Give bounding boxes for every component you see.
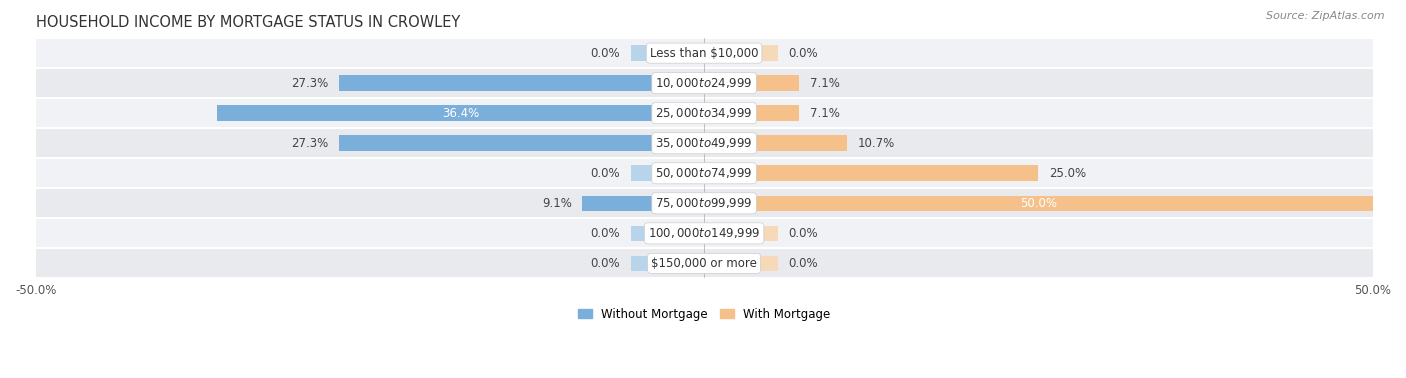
Text: 0.0%: 0.0% [591, 257, 620, 270]
Text: HOUSEHOLD INCOME BY MORTGAGE STATUS IN CROWLEY: HOUSEHOLD INCOME BY MORTGAGE STATUS IN C… [35, 15, 460, 30]
Text: $50,000 to $74,999: $50,000 to $74,999 [655, 166, 752, 180]
Text: 0.0%: 0.0% [789, 257, 818, 270]
Legend: Without Mortgage, With Mortgage: Without Mortgage, With Mortgage [572, 303, 835, 325]
Bar [582, 195, 704, 211]
Text: 9.1%: 9.1% [541, 197, 572, 210]
Bar [630, 166, 704, 181]
Bar [339, 135, 704, 151]
Bar [35, 248, 1372, 279]
Text: $10,000 to $24,999: $10,000 to $24,999 [655, 76, 752, 90]
Bar [35, 38, 1372, 68]
Text: 27.3%: 27.3% [291, 77, 329, 90]
Text: $25,000 to $34,999: $25,000 to $34,999 [655, 106, 752, 120]
Text: $35,000 to $49,999: $35,000 to $49,999 [655, 136, 752, 150]
Bar [630, 45, 704, 61]
Text: Less than $10,000: Less than $10,000 [650, 46, 758, 60]
Text: 0.0%: 0.0% [591, 227, 620, 240]
Text: Source: ZipAtlas.com: Source: ZipAtlas.com [1267, 11, 1385, 21]
Text: 50.0%: 50.0% [1019, 197, 1057, 210]
Text: 0.0%: 0.0% [789, 227, 818, 240]
Bar [704, 195, 1372, 211]
Text: 10.7%: 10.7% [858, 137, 896, 150]
Text: $150,000 or more: $150,000 or more [651, 257, 756, 270]
Bar [35, 68, 1372, 98]
Text: 0.0%: 0.0% [591, 167, 620, 180]
Text: $75,000 to $99,999: $75,000 to $99,999 [655, 196, 752, 210]
Bar [218, 105, 704, 121]
Bar [704, 256, 778, 271]
Bar [704, 45, 778, 61]
Text: $100,000 to $149,999: $100,000 to $149,999 [648, 226, 761, 240]
Bar [35, 218, 1372, 248]
Bar [630, 256, 704, 271]
Bar [630, 226, 704, 241]
Text: 0.0%: 0.0% [789, 46, 818, 60]
Bar [704, 226, 778, 241]
Bar [704, 166, 1038, 181]
Bar [35, 98, 1372, 128]
Text: 0.0%: 0.0% [591, 46, 620, 60]
Bar [35, 128, 1372, 158]
Text: 25.0%: 25.0% [1049, 167, 1085, 180]
Bar [35, 188, 1372, 218]
Text: 7.1%: 7.1% [810, 107, 839, 120]
Bar [704, 105, 799, 121]
Text: 36.4%: 36.4% [441, 107, 479, 120]
Bar [339, 75, 704, 91]
Bar [704, 135, 848, 151]
Text: 7.1%: 7.1% [810, 77, 839, 90]
Bar [704, 75, 799, 91]
Bar [35, 158, 1372, 188]
Text: 27.3%: 27.3% [291, 137, 329, 150]
